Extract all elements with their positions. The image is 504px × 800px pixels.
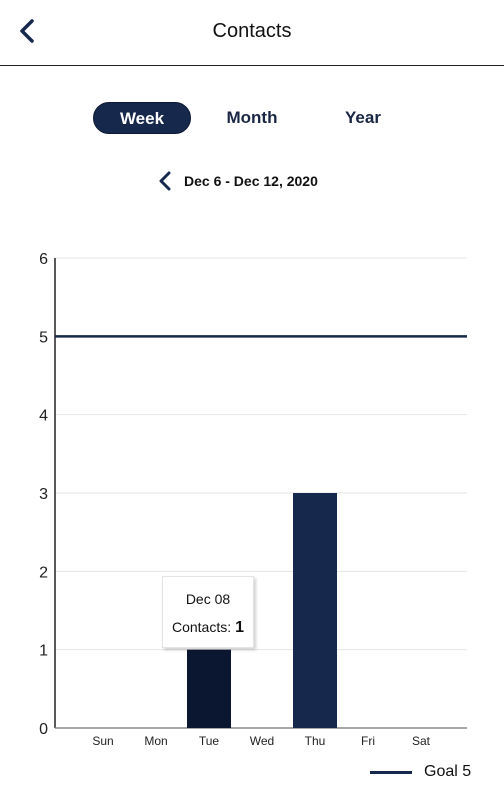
x-tick-label-sun: Sun	[92, 734, 113, 748]
tab-month[interactable]: Month	[226, 108, 278, 127]
bar-tooltip: Dec 08 Contacts: 1	[162, 576, 254, 648]
contacts-bar-chart: 0 1 2 3 4 5 6 Sun Mon Tue Wed Thu Fri Sat	[39, 251, 467, 748]
chart-legend: Goal 5	[370, 762, 471, 782]
chevron-left-icon	[20, 19, 34, 43]
legend-goal-swatch	[370, 770, 412, 774]
previous-range-button[interactable]	[154, 170, 176, 192]
y-tick-label-1: 1	[39, 643, 48, 660]
tab-week[interactable]: Week	[93, 102, 191, 134]
y-tick-label-4: 4	[39, 408, 48, 425]
y-tick-label-3: 3	[39, 486, 48, 503]
y-tick-label-0: 0	[39, 721, 48, 738]
bar-thu	[293, 493, 337, 728]
page-title: Contacts	[212, 20, 292, 42]
x-tick-label-thu: Thu	[305, 734, 326, 748]
x-tick-label-mon: Mon	[144, 734, 167, 748]
tooltip-date: Dec 08	[185, 591, 231, 607]
tooltip-row: Contacts: 1	[163, 619, 253, 637]
app-header: Contacts	[0, 0, 504, 66]
bar-tue	[187, 649, 231, 728]
date-range-nav: Dec 6 - Dec 12, 2020	[0, 168, 504, 194]
legend-goal-label: Goal 5	[424, 763, 472, 780]
y-tick-label-6: 6	[39, 251, 48, 268]
x-tick-label-wed: Wed	[250, 734, 274, 748]
back-button[interactable]	[10, 14, 44, 48]
x-tick-label-tue: Tue	[199, 734, 220, 748]
tab-year[interactable]: Year	[345, 108, 381, 127]
y-tick-label-2: 2	[39, 564, 48, 581]
tooltip-label: Contacts:	[171, 619, 232, 635]
x-tick-label-fri: Fri	[361, 734, 375, 748]
period-selector: Week Month Year	[0, 102, 504, 136]
y-tick-label-5: 5	[39, 329, 48, 346]
date-range-label: Dec 6 - Dec 12, 2020	[184, 173, 318, 189]
x-tick-label-sat: Sat	[412, 734, 431, 748]
tooltip-value: 1	[235, 619, 245, 636]
chevron-left-icon	[159, 171, 171, 191]
